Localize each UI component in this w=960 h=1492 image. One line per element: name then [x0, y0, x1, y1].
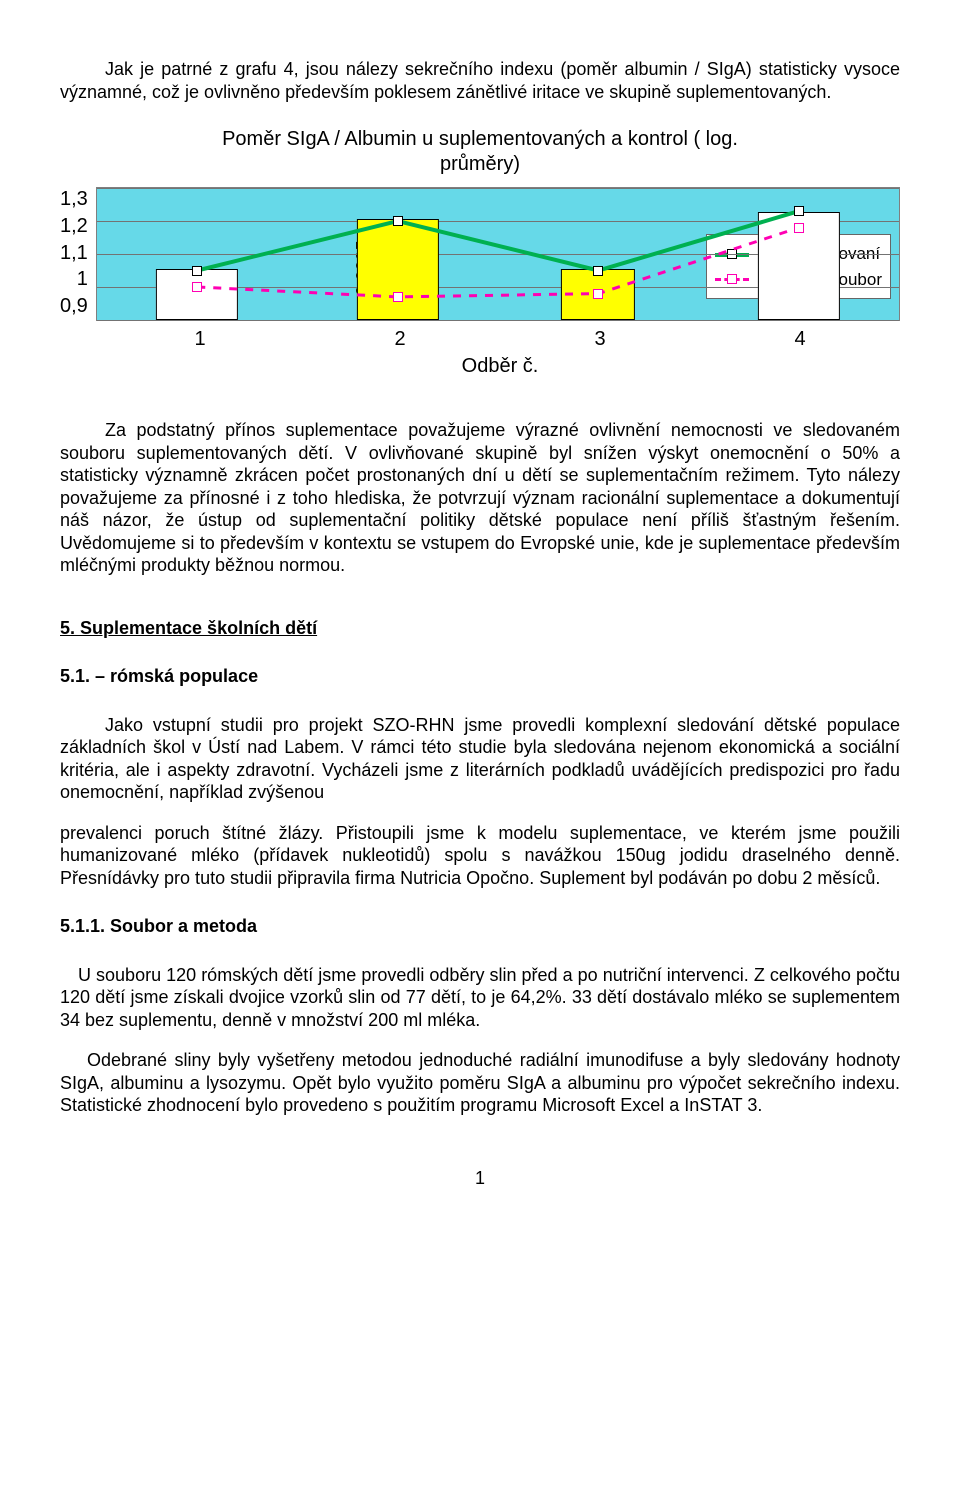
y-tick-label: 1,1	[60, 241, 88, 266]
paragraph-5-1-a: Jako vstupní studii pro projekt SZO-RHN …	[60, 714, 900, 804]
chart-series-line	[197, 211, 799, 270]
heading-5-1-1: 5.1.1. Soubor a metoda	[60, 915, 900, 938]
chart-gridline	[97, 320, 899, 321]
chart-container: Poměr SIgA / Albumin u suplementovaných …	[60, 127, 900, 379]
chart-x-title: Odběr č.	[100, 354, 900, 379]
chart-title-line2: průměry)	[440, 153, 520, 175]
chart-lines-svg	[97, 188, 899, 320]
paragraph-5-1-1-b: Odebrané sliny byly vyšetřeny metodou je…	[60, 1049, 900, 1117]
x-tick-label: 4	[700, 327, 900, 352]
y-tick-label: 1,3	[60, 187, 88, 212]
chart-x-axis: 1234	[100, 327, 900, 352]
paragraph-after-chart: Za podstatný přínos suplementace považuj…	[60, 419, 900, 577]
chart-y-axis: 1,31,21,110,9	[60, 187, 96, 319]
chart-marker	[393, 292, 403, 302]
chart-marker	[593, 289, 603, 299]
intro-paragraph: Jak je patrné z grafu 4, jsou nálezy sek…	[60, 58, 900, 103]
chart-title: Poměr SIgA / Albumin u suplementovaných …	[60, 127, 900, 177]
chart-marker	[794, 206, 804, 216]
x-tick-label: 1	[100, 327, 300, 352]
chart-plot-row: 1,31,21,110,9 SuplementovaníKontrolní so…	[60, 187, 900, 321]
paragraph-5-1-b: prevalenci poruch štítné žlázy. Přistoup…	[60, 822, 900, 890]
x-tick-label: 3	[500, 327, 700, 352]
chart-marker	[192, 282, 202, 292]
paragraph-5-1-1-a: U souboru 120 rómských dětí jsme provedl…	[60, 964, 900, 1032]
chart-marker	[593, 266, 603, 276]
chart-marker	[794, 223, 804, 233]
document-page: Jak je patrné z grafu 4, jsou nálezy sek…	[0, 0, 960, 1249]
y-tick-label: 1	[77, 267, 88, 292]
page-number: 1	[60, 1167, 900, 1190]
heading-5: 5. Suplementace školních dětí	[60, 617, 900, 640]
y-tick-label: 0,9	[60, 294, 88, 319]
chart-x-row: 1234	[60, 321, 900, 352]
x-tick-label: 2	[300, 327, 500, 352]
heading-5-1: 5.1. – rómská populace	[60, 665, 900, 688]
chart-plot-area: SuplementovaníKontrolní soubor p=0,0005	[96, 187, 900, 321]
chart-marker	[393, 216, 403, 226]
chart-marker	[192, 266, 202, 276]
x-axis-spacer	[60, 321, 100, 352]
chart-title-line1: Poměr SIgA / Albumin u suplementovaných …	[222, 128, 738, 150]
y-tick-label: 1,2	[60, 214, 88, 239]
